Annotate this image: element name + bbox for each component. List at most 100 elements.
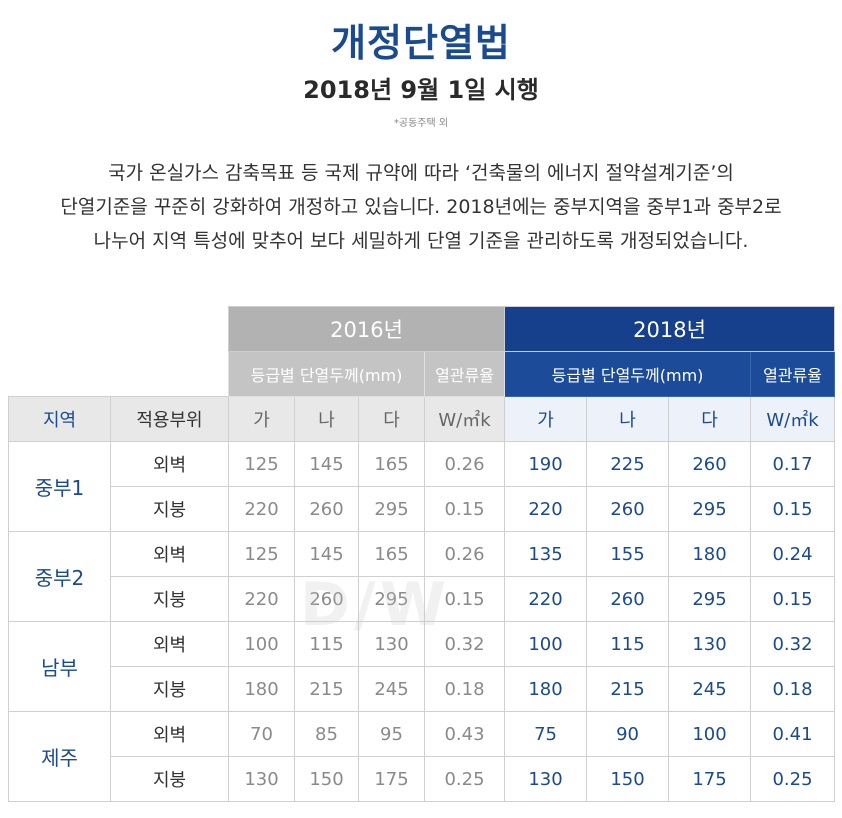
column-unit-2016: W/㎡k (423, 396, 506, 442)
description: 국가 온실가스 감축목표 등 국제 규약에 따라 ‘건축물의 에너지 절약설계기… (0, 156, 842, 258)
value-2018-cell: 115 (586, 621, 670, 667)
description-line: 나누어 지역 특성에 맞추어 보다 세밀하게 단열 기준을 관리하도록 개정되었… (93, 230, 749, 252)
value-2018-cell: 0.24 (750, 531, 836, 577)
value-2016-cell: 260 (294, 486, 359, 532)
value-2018-cell: 0.41 (750, 711, 836, 757)
value-2018-cell: 0.18 (750, 666, 836, 712)
value-2018-cell: 0.17 (750, 441, 836, 487)
value-2016-cell: 220 (228, 576, 295, 622)
value-2016-cell: 70 (228, 711, 295, 757)
table-row: 지붕 220 260 295 0.15 220 260 295 0.15 (9, 486, 836, 532)
year-2018-header: 2018년 (504, 306, 836, 352)
value-2018-cell: 75 (504, 711, 588, 757)
value-2016-cell: 0.15 (423, 486, 506, 532)
value-2016-cell: 0.26 (423, 531, 506, 577)
part-cell: 지붕 (110, 666, 229, 712)
part-cell: 외벽 (110, 621, 229, 667)
value-2018-cell: 295 (668, 486, 752, 532)
value-2016-cell: 165 (358, 441, 425, 487)
value-2016-cell: 85 (294, 711, 359, 757)
value-2018-cell: 100 (668, 711, 752, 757)
value-2016-cell: 125 (228, 531, 295, 577)
description-line: 국가 온실가스 감축목표 등 국제 규약에 따라 ‘건축물의 에너지 절약설계기… (108, 162, 734, 184)
value-2018-cell: 260 (586, 576, 670, 622)
thickness-header-2016: 등급별 단열두께(mm) (228, 351, 425, 397)
value-2016-cell: 95 (358, 711, 425, 757)
header-blank (8, 351, 229, 397)
part-cell: 지붕 (110, 756, 229, 802)
part-cell: 외벽 (110, 711, 229, 757)
transmittance-header-2018: 열관류율 (750, 351, 836, 397)
value-2016-cell: 130 (228, 756, 295, 802)
value-2016-cell: 175 (358, 756, 425, 802)
page-title: 개정단열법 (331, 21, 511, 65)
column-grade-2016: 가 (228, 396, 295, 442)
value-2018-cell: 180 (504, 666, 588, 712)
value-2016-cell: 0.43 (423, 711, 506, 757)
part-cell: 외벽 (110, 441, 229, 487)
value-2018-cell: 260 (668, 441, 752, 487)
value-2016-cell: 180 (228, 666, 295, 712)
value-2016-cell: 215 (294, 666, 359, 712)
table-row: 중부2 외벽 125 145 165 0.26 135 155 180 0.24 (8, 531, 836, 622)
column-grade-2018: 나 (586, 396, 670, 442)
region-cell: 중부2 (8, 531, 111, 622)
footnote: *공동주택 외 (393, 118, 449, 129)
value-2018-cell: 0.15 (750, 576, 836, 622)
value-2018-cell: 190 (504, 441, 588, 487)
table-row: 지붕 220 260 295 0.15 220 260 295 0.15 (9, 576, 836, 622)
value-2018-cell: 220 (504, 576, 588, 622)
table-row: 지붕 180 215 245 0.18 180 215 245 0.18 (9, 666, 836, 712)
value-2018-cell: 150 (586, 756, 670, 802)
value-2016-cell: 0.32 (423, 621, 506, 667)
column-grade-2016: 다 (358, 396, 425, 442)
value-2018-cell: 100 (504, 621, 588, 667)
page-subtitle: 2018년 9월 1일 시행 (303, 76, 539, 104)
table-row: 지붕 130 150 175 0.25 130 150 175 0.25 (9, 756, 836, 802)
value-2016-cell: 125 (228, 441, 295, 487)
part-cell: 지붕 (110, 576, 229, 622)
value-2018-cell: 260 (586, 486, 670, 532)
region-cell: 제주 (8, 711, 111, 802)
value-2016-cell: 130 (358, 621, 425, 667)
table-row: 남부 외벽 100 115 130 0.32 100 115 130 0.32 (8, 621, 836, 712)
value-2016-cell: 165 (358, 531, 425, 577)
table-row: 중부1 외벽 125 145 165 0.26 190 225 260 0.17 (8, 441, 836, 532)
value-2016-cell: 260 (294, 576, 359, 622)
value-2018-cell: 215 (586, 666, 670, 712)
year-2016-header: 2016년 (227, 306, 506, 352)
value-2016-cell: 145 (294, 441, 359, 487)
value-2016-cell: 150 (294, 756, 359, 802)
value-2018-cell: 0.25 (750, 756, 836, 802)
value-2018-cell: 295 (668, 576, 752, 622)
value-2016-cell: 0.15 (423, 576, 506, 622)
value-2018-cell: 130 (668, 621, 752, 667)
column-unit-2018: W/㎡k (750, 396, 836, 442)
value-2018-cell: 225 (586, 441, 670, 487)
value-2018-cell: 0.15 (750, 486, 836, 532)
value-2018-cell: 245 (668, 666, 752, 712)
value-2018-cell: 175 (668, 756, 752, 802)
region-cell: 중부1 (8, 441, 111, 532)
region-cell: 남부 (8, 621, 111, 712)
column-region: 지역 (8, 396, 111, 442)
value-2016-cell: 220 (228, 486, 295, 532)
insulation-table: 2016년 2018년 등급별 단열두께(mm) 열관류율 등급별 단열두께(m… (8, 306, 836, 802)
value-2018-cell: 90 (586, 711, 670, 757)
thickness-header-2018: 등급별 단열두께(mm) (504, 351, 752, 397)
value-2018-cell: 155 (586, 531, 670, 577)
column-grade-2018: 가 (504, 396, 588, 442)
value-2016-cell: 145 (294, 531, 359, 577)
value-2016-cell: 245 (358, 666, 425, 712)
value-2016-cell: 100 (228, 621, 295, 667)
value-2018-cell: 135 (504, 531, 588, 577)
column-grade-2016: 나 (294, 396, 359, 442)
value-2016-cell: 0.25 (423, 756, 506, 802)
column-grade-2018: 다 (668, 396, 752, 442)
value-2016-cell: 0.26 (423, 441, 506, 487)
value-2016-cell: 295 (358, 576, 425, 622)
value-2018-cell: 130 (504, 756, 588, 802)
part-cell: 지붕 (110, 486, 229, 532)
value-2018-cell: 220 (504, 486, 588, 532)
value-2016-cell: 115 (294, 621, 359, 667)
